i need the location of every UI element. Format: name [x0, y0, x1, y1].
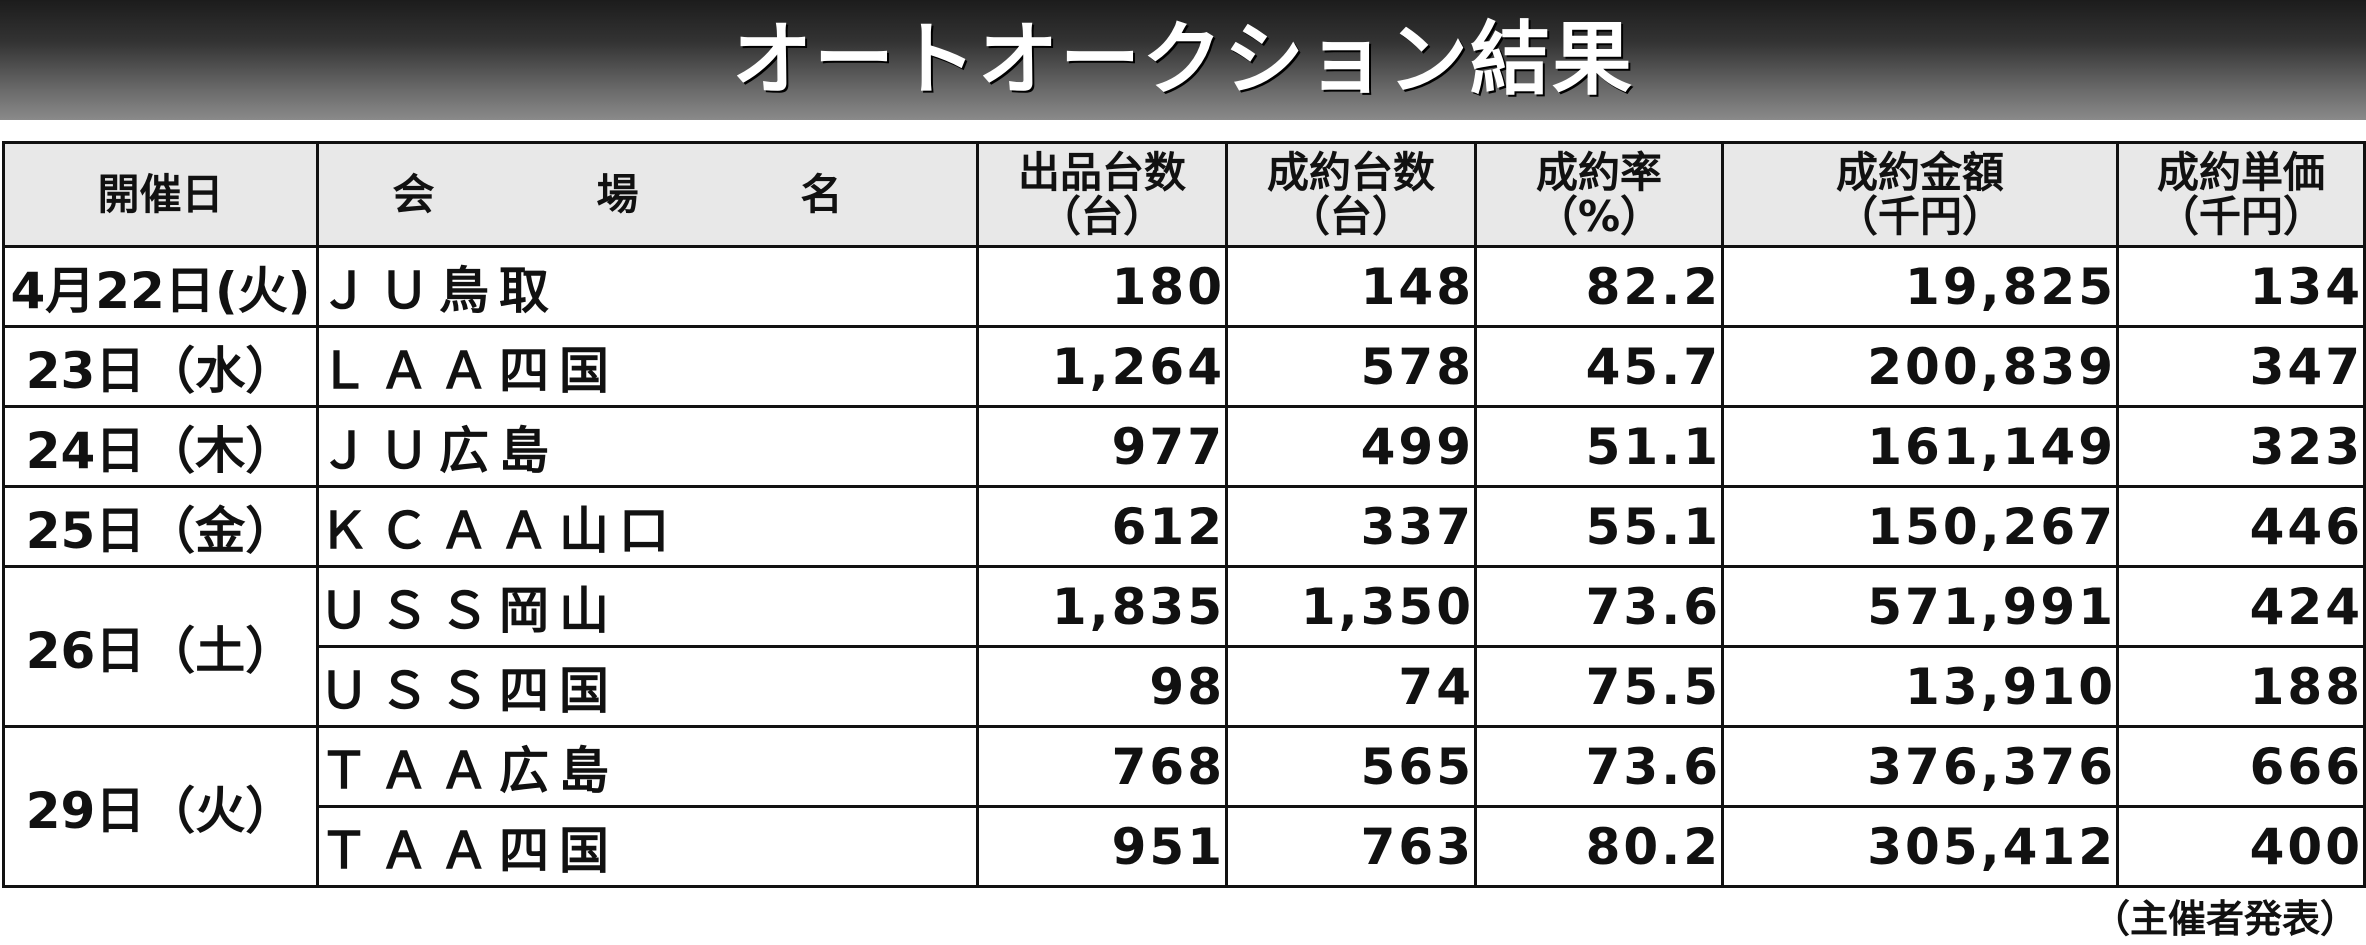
rate-cell: 75.5: [1474, 645, 1724, 728]
sold-cell: 148: [1225, 245, 1477, 328]
header-venue: 会 場 名: [316, 141, 979, 248]
table-row: 24日（木） ＪＵ広島 977 499 51.1 161,149 323: [2, 405, 2366, 488]
date-cell: 23日（水）: [2, 325, 319, 408]
sold-cell: 565: [1225, 725, 1477, 808]
amount-cell: 19,825: [1721, 245, 2119, 328]
rate-cell: 51.1: [1474, 405, 1724, 488]
amount-cell: 571,991: [1721, 565, 2119, 648]
header-rate: 成約率 （%）: [1474, 141, 1724, 248]
header-date: 開催日: [2, 141, 319, 248]
header-sold: 成約台数 （台）: [1225, 141, 1477, 248]
listed-cell: 612: [976, 485, 1228, 568]
venue-cell: ＴＡＡ広島: [316, 725, 979, 808]
title-bar: [0, 0, 2366, 120]
header-sold-label: 成約台数: [1266, 147, 1435, 197]
rate-cell: 73.6: [1474, 725, 1724, 808]
table-row: 4月22日(火) ＪＵ鳥取 180 148 82.2 19,825 134: [2, 245, 2366, 328]
unit-price-cell: 666: [2116, 725, 2366, 808]
venue-cell: ＫＣＡＡ山口: [316, 485, 979, 568]
table-row: 29日（火） ＴＡＡ広島 768 565 73.6 376,376 666: [2, 725, 2366, 888]
listed-cell: 1,835: [976, 565, 1228, 648]
listed-cell: 977: [976, 405, 1228, 488]
header-unit-price-unit: （千円）: [2156, 191, 2325, 241]
header-amount-unit: （千円）: [1835, 191, 2004, 241]
venue-cell: ＪＵ広島: [316, 405, 979, 488]
listed-cell: 180: [976, 245, 1228, 328]
rate-cell: 82.2: [1474, 245, 1724, 328]
unit-price-cell: 188: [2116, 645, 2366, 728]
header-listed-unit: （台）: [1038, 191, 1165, 241]
source-note: （主催者発表）: [2091, 897, 2358, 941]
unit-price-cell: 400: [2116, 805, 2366, 888]
unit-price-cell: 424: [2116, 565, 2366, 648]
sold-cell: 1,350: [1225, 565, 1477, 648]
unit-price-cell: 323: [2116, 405, 2366, 488]
header-amount: 成約金額 （千円）: [1721, 141, 2119, 248]
sold-cell: 499: [1225, 405, 1477, 488]
date-cell: 25日（金）: [2, 485, 319, 568]
amount-cell: 13,910: [1721, 645, 2119, 728]
listed-cell: 98: [976, 645, 1228, 728]
listed-cell: 768: [976, 725, 1228, 808]
rate-cell: 55.1: [1474, 485, 1724, 568]
header-sold-unit: （台）: [1287, 191, 1414, 241]
date-cell: 26日（土）: [2, 565, 319, 728]
listed-cell: 1,264: [976, 325, 1228, 408]
header-unit-price-label: 成約単価: [2156, 147, 2325, 197]
table-row: 23日（水） ＬＡＡ四国 1,264 578 45.7 200,839 347: [2, 325, 2366, 408]
header-amount-label: 成約金額: [1835, 147, 2004, 197]
venue-cell: ＵＳＳ岡山: [316, 565, 979, 648]
listed-cell: 951: [976, 805, 1228, 888]
unit-price-cell: 347: [2116, 325, 2366, 408]
table-row: 25日（金） ＫＣＡＡ山口 612 337 55.1 150,267 446: [2, 485, 2366, 568]
sold-cell: 74: [1225, 645, 1477, 728]
amount-cell: 150,267: [1721, 485, 2119, 568]
header-row: 開催日 会 場 名 出品台数 （台） 成約台数 （台） 成約率 （%） 成約金額…: [2, 141, 2366, 248]
auction-results-table: 開催日 会 場 名 出品台数 （台） 成約台数 （台） 成約率 （%） 成約金額…: [2, 141, 2366, 888]
venue-cell: ＵＳＳ四国: [316, 645, 979, 728]
amount-cell: 161,149: [1721, 405, 2119, 488]
venue-cell: ＬＡＡ四国: [316, 325, 979, 408]
venue-cell: ＴＡＡ四国: [316, 805, 979, 888]
amount-cell: 305,412: [1721, 805, 2119, 888]
sold-cell: 578: [1225, 325, 1477, 408]
header-unit-price: 成約単価 （千円）: [2116, 141, 2366, 248]
date-cell: 4月22日(火): [2, 245, 319, 328]
header-venue-label: 会 場 名: [392, 169, 903, 219]
page-title: オートオークション結果: [732, 13, 1634, 106]
header-listed: 出品台数 （台）: [976, 141, 1228, 248]
table-row: 26日（土） ＵＳＳ岡山 1,835 1,350 73.6 571,991 42…: [2, 565, 2366, 728]
table-row: ＵＳＳ四国 98 74 75.5 13,910 188: [4, 645, 2366, 728]
amount-cell: 200,839: [1721, 325, 2119, 408]
sold-cell: 337: [1225, 485, 1477, 568]
table-row: ＴＡＡ四国 951 763 80.2 305,412 400: [4, 805, 2366, 888]
date-cell: 29日（火）: [2, 725, 319, 888]
date-cell: 24日（木）: [2, 405, 319, 488]
rate-cell: 73.6: [1474, 565, 1724, 648]
header-rate-unit: （%）: [1535, 191, 1663, 241]
header-rate-label: 成約率: [1535, 147, 1662, 197]
rate-cell: 45.7: [1474, 325, 1724, 408]
sold-cell: 763: [1225, 805, 1477, 888]
unit-price-cell: 134: [2116, 245, 2366, 328]
amount-cell: 376,376: [1721, 725, 2119, 808]
header-listed-label: 出品台数: [1017, 147, 1186, 197]
venue-cell: ＪＵ鳥取: [316, 245, 979, 328]
unit-price-cell: 446: [2116, 485, 2366, 568]
rate-cell: 80.2: [1474, 805, 1724, 888]
